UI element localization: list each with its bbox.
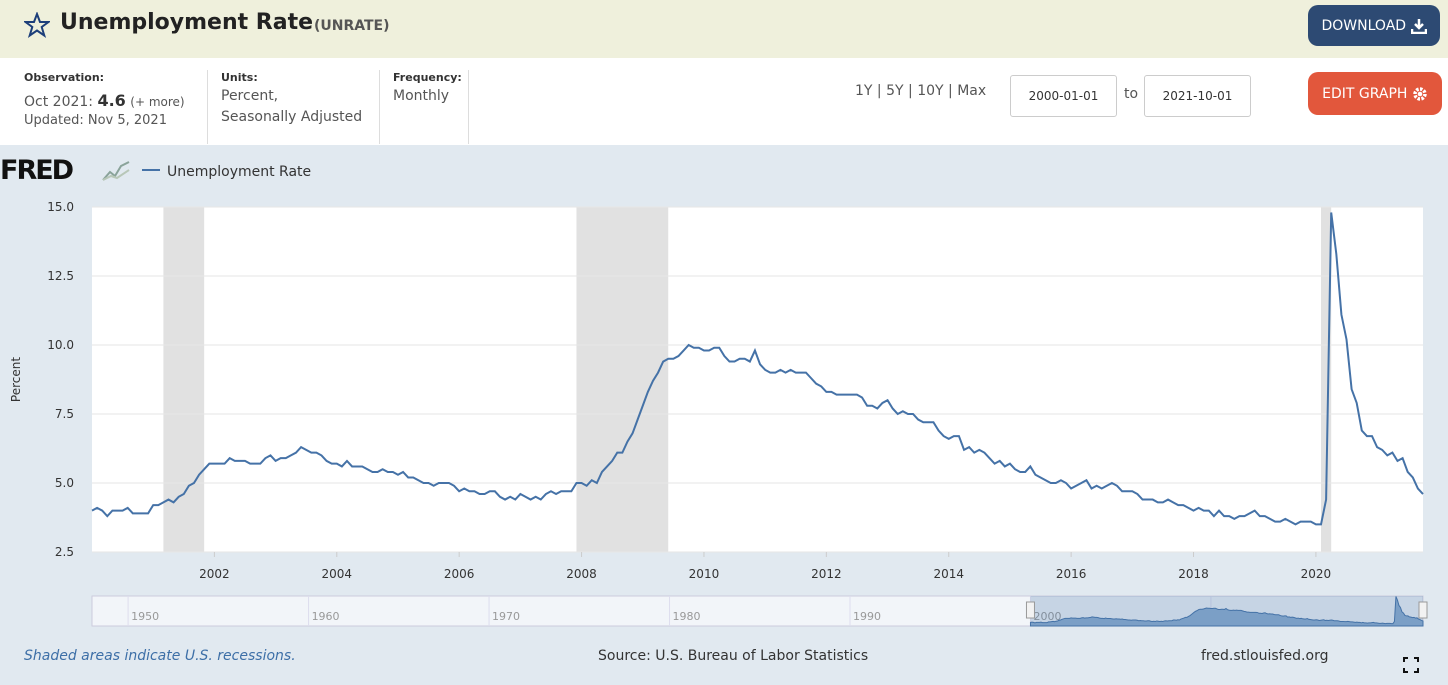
- range-1y[interactable]: 1Y: [855, 83, 873, 99]
- observation-label: Observation:: [24, 71, 105, 84]
- x-tick-label: 2014: [933, 567, 964, 581]
- navigator-selection: [1030, 596, 1423, 626]
- observation: Oct 2021: 4.6 (+ more): [24, 91, 185, 110]
- x-tick-label: 2006: [444, 567, 475, 581]
- navigator-tick-label: 1960: [312, 610, 340, 623]
- more-link[interactable]: (+ more): [130, 95, 185, 109]
- range-max[interactable]: Max: [957, 83, 987, 99]
- divider: [379, 70, 380, 144]
- series-id: (UNRATE): [314, 18, 390, 34]
- download-icon: [1410, 18, 1427, 34]
- recession-shade: [1321, 207, 1332, 552]
- range-5y[interactable]: 5Y: [886, 83, 904, 99]
- series-line: [91, 212, 1424, 526]
- navigator-tick-label: 1950: [131, 610, 159, 623]
- to-label: to: [1124, 86, 1139, 102]
- updated: Updated: Nov 5, 2021: [24, 113, 167, 128]
- range-links: 1Y | 5Y | 10Y | Max: [855, 83, 987, 99]
- recession-note: Shaded areas indicate U.S. recessions.: [24, 648, 296, 664]
- navigator-handle[interactable]: [1025, 601, 1035, 619]
- site: fred.stlouisfed.org: [1201, 648, 1329, 664]
- title: Unemployment Rate: [60, 10, 314, 35]
- y-tick-label: 2.5: [55, 545, 74, 559]
- x-tick-label: 2018: [1178, 567, 1209, 581]
- x-tick-label: 2004: [322, 567, 353, 581]
- x-tick-label: 2008: [566, 567, 597, 581]
- frequency-label: Frequency:: [393, 71, 462, 84]
- navigator-tick-label: 1990: [853, 610, 881, 623]
- edit-graph-button[interactable]: EDIT GRAPH: [1308, 72, 1442, 115]
- source: Source: U.S. Bureau of Labor Statistics: [598, 648, 869, 664]
- y-tick-label: 15.0: [47, 200, 74, 214]
- units-2: Seasonally Adjusted: [221, 109, 363, 125]
- x-tick-label: 2012: [811, 567, 842, 581]
- fred-logo: FRED: [0, 155, 74, 186]
- range-10y[interactable]: 10Y: [917, 83, 944, 99]
- y-tick-label: 10.0: [47, 338, 74, 352]
- divider: [207, 70, 208, 144]
- x-tick-label: 2002: [199, 567, 230, 581]
- chart: 2.5 5.0 7.5 10.0 12.5 15.0 2002 2004 2006 2008 201…: [9, 164, 1428, 627]
- star-icon[interactable]: [24, 12, 50, 38]
- start-date[interactable]: 2000-01-01: [1010, 75, 1117, 117]
- end-date[interactable]: 2021-10-01: [1144, 75, 1251, 117]
- fullscreen-icon[interactable]: [1403, 657, 1419, 673]
- info-bar: Observation: Oct 2021: 4.6 (+ more) Upda…: [0, 58, 1448, 145]
- edit-text: EDIT GRAPH: [1322, 85, 1408, 102]
- x-tick-label: 2016: [1056, 567, 1087, 581]
- x-tick-label: 2020: [1301, 567, 1332, 581]
- plot-area: [92, 207, 1423, 552]
- header: Unemployment Rate (UNRATE) DOWNLOAD: [0, 0, 1448, 58]
- divider: [468, 70, 469, 144]
- observation-date: Oct 2021:: [24, 94, 94, 110]
- logo-graph: [101, 158, 131, 182]
- y-axis-label: Percent: [9, 357, 23, 402]
- x-tick-label: 2010: [689, 567, 720, 581]
- legend-label: Unemployment Rate: [167, 164, 311, 180]
- navigator-tick-label: 1980: [673, 610, 701, 623]
- navigator-area: [1029, 596, 1424, 627]
- y-tick-label: 12.5: [47, 269, 74, 283]
- observation-value: 4.6: [97, 91, 126, 110]
- download-text: DOWNLOAD: [1321, 17, 1407, 34]
- units-1: Percent,: [221, 88, 279, 104]
- navigator-tick-label: 1970: [492, 610, 520, 623]
- frequency: Monthly: [393, 88, 450, 104]
- gear-icon: [1413, 86, 1427, 101]
- units-label: Units:: [221, 71, 258, 84]
- y-tick-label: 5.0: [55, 476, 74, 490]
- navigator-handle[interactable]: [1418, 601, 1428, 619]
- y-tick-label: 7.5: [55, 407, 74, 421]
- navigator-tick-label: 2000: [1033, 610, 1061, 623]
- download-button[interactable]: DOWNLOAD: [1308, 5, 1440, 46]
